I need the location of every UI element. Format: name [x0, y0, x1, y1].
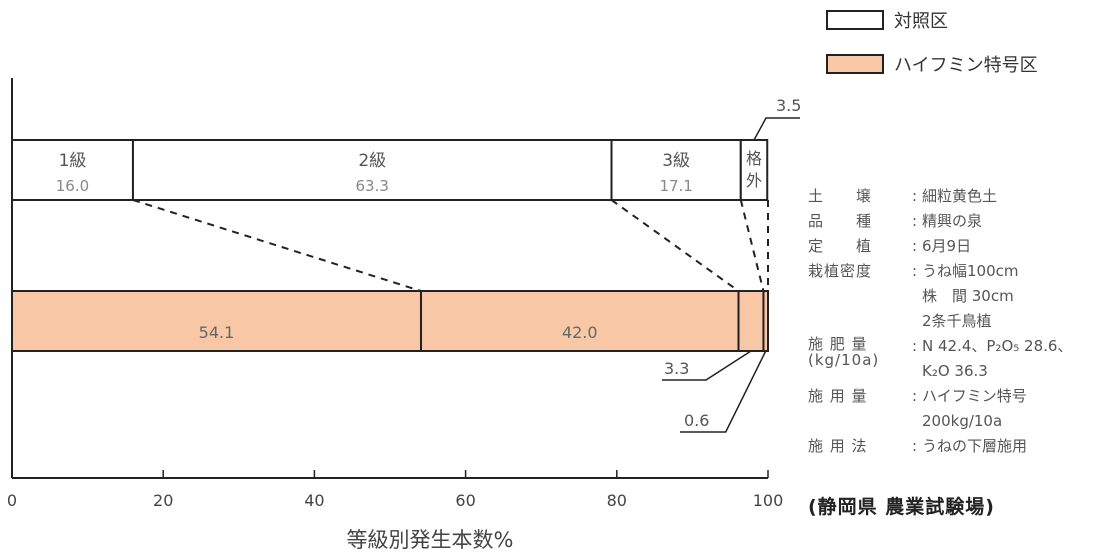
condition-row: 施 用 法: うねの下層施用	[808, 434, 1088, 459]
bar-segment	[11, 290, 422, 352]
legend: 対照区 ハイフミン特号区	[826, 8, 1038, 96]
condition-value: うねの下層施用	[922, 437, 1028, 455]
conditions-panel: 土 壌: 細粒黄色土 品 種: 精興の泉 定 植: 6月9日 栽植密度: うね幅…	[808, 184, 1088, 459]
legend-swatch-treatment	[826, 54, 884, 74]
connector-line	[739, 199, 765, 292]
condition-row: 施 肥 量 (kg/10a): N 42.4、P₂O₅ 28.6、 K₂O 36…	[808, 334, 1088, 384]
condition-value: 精興の泉	[922, 212, 983, 230]
condition-value: うね幅100cm 株 間 30cm 2条千鳥植	[922, 262, 1019, 330]
callout-line	[753, 117, 800, 141]
bar-segment	[419, 290, 740, 352]
callout-line	[662, 350, 752, 381]
condition-value: 6月9日	[922, 237, 972, 255]
legend-label-control: 対照区	[894, 11, 948, 32]
x-tick-label: 20	[153, 491, 173, 510]
category-label: 3級	[662, 151, 690, 171]
callout-line	[680, 350, 767, 433]
category-label: 2級	[358, 151, 386, 171]
condition-row: 栽植密度: うね幅100cm 株 間 30cm 2条千鳥植	[808, 259, 1088, 334]
condition-key: 施 用 量	[808, 387, 868, 405]
x-tick-label: 60	[455, 491, 475, 510]
bar-segment	[762, 290, 769, 352]
x-tick-label: 40	[304, 491, 324, 510]
data-label: 3.5	[776, 96, 801, 115]
connector-line	[132, 199, 422, 292]
data-label: 63.3	[356, 177, 389, 195]
condition-value: N 42.4、P₂O₅ 28.6、 K₂O 36.3	[922, 337, 1073, 380]
data-label: 16.0	[56, 177, 89, 195]
legend-swatch-control	[826, 10, 884, 30]
x-tick-label: 100	[753, 491, 784, 510]
bar-segment	[610, 139, 742, 201]
x-tick-label: 80	[607, 491, 627, 510]
x-tick-label: 0	[7, 491, 17, 510]
connector-line	[610, 199, 740, 292]
condition-key: 施 肥 量 (kg/10a)	[808, 335, 880, 369]
legend-item-treatment: ハイフミン特号区	[826, 52, 1038, 76]
data-label: 17.1	[659, 177, 692, 195]
data-label: 0.6	[684, 411, 709, 430]
condition-row: 品 種: 精興の泉	[808, 209, 1088, 234]
condition-value: ハイフミン特号 200kg/10a	[922, 387, 1027, 430]
data-label: 42.0	[562, 323, 598, 342]
condition-key: 品 種	[808, 212, 873, 230]
source-note: (静岡県 農業試験場)	[808, 496, 995, 518]
condition-key: 土 壌	[808, 187, 873, 205]
condition-value: 細粒黄色土	[922, 187, 998, 205]
condition-row: 土 壌: 細粒黄色土	[808, 184, 1088, 209]
bar-segment	[737, 290, 765, 352]
condition-key: 栽植密度	[808, 262, 873, 280]
condition-row: 定 植: 6月9日	[808, 234, 1088, 259]
bar-segment	[131, 139, 613, 201]
legend-label-treatment: ハイフミン特号区	[894, 55, 1038, 76]
data-label: 54.1	[199, 323, 235, 342]
category-label: 格	[746, 149, 762, 168]
x-axis-label: 等級別発生本数%	[347, 528, 514, 552]
legend-item-control: 対照区	[826, 8, 1038, 32]
category-label: 外	[746, 171, 762, 190]
data-label: 3.3	[664, 359, 689, 378]
category-label: 1級	[59, 151, 87, 171]
condition-row: 施 用 量: ハイフミン特号 200kg/10a	[808, 384, 1088, 434]
condition-key: 定 植	[808, 237, 873, 255]
condition-key: 施 用 法	[808, 437, 868, 455]
